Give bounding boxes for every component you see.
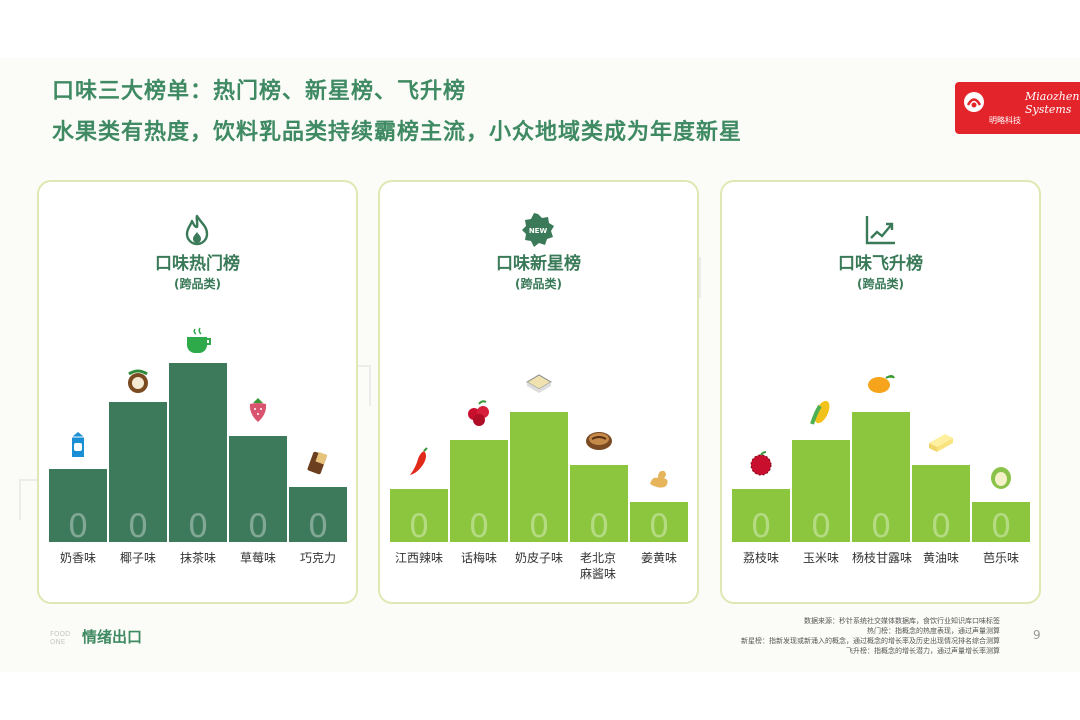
card-subtitle: (跨品类) (857, 277, 904, 291)
hot-ranking-card: 口味热门榜 (跨品类) 0 0 0 0 0 奶香味 椰子味 抹茶味 草莓味 巧克… (37, 180, 358, 604)
flavor-label: 芭乐味 (982, 551, 1019, 565)
flavor-label: 老北京麻酱味 (579, 551, 616, 581)
flavor-label: 奶皮子味 (514, 551, 563, 565)
new-badge-icon: NEW (522, 213, 554, 247)
ranking-bar: 0 (49, 432, 107, 545)
page-title: 口味三大榜单：热门榜、新星榜、飞升榜 (52, 79, 467, 104)
rising-chart-icon (865, 216, 895, 245)
rank-number: 0 (870, 507, 892, 545)
brand-label: 情绪出口 (82, 628, 143, 646)
flavor-label: 荔枝味 (742, 551, 779, 565)
ranking-bar: 0 (450, 400, 508, 545)
card-subtitle: (跨品类) (515, 277, 562, 291)
guava-icon (991, 467, 1011, 489)
source-notes: 数据来源：秒针系统社交媒体数据库，食饮行业知识库口味标签 热门榜：指概念的热度表… (640, 616, 1000, 656)
corn-icon (810, 400, 830, 425)
matcha-cup-icon (187, 327, 211, 353)
rank-number: 0 (307, 507, 329, 545)
flavor-label: 椰子味 (119, 551, 156, 565)
logo-text-en: Miaozhen Systems (1025, 90, 1080, 116)
ranking-bar: 0 (510, 374, 568, 545)
flavor-label: 抹茶味 (179, 551, 216, 565)
rank-number: 0 (247, 507, 269, 545)
card-title: 口味新星榜 (496, 254, 581, 274)
page-number: 9 (1033, 628, 1041, 642)
ranking-bar: 0 (169, 327, 227, 545)
ranking-bar: 0 (109, 369, 167, 545)
chocolate-icon (307, 451, 328, 475)
rank-number: 0 (408, 507, 430, 545)
rank-number: 0 (750, 507, 772, 545)
rank-number: 0 (990, 507, 1012, 545)
rank-number: 0 (810, 507, 832, 545)
source-note: 数据来源：秒针系统社交媒体数据库，食饮行业知识库口味标签 (804, 617, 1000, 625)
milk-skin-icon (526, 374, 552, 393)
brand-prefix: FOOD ONE (50, 629, 71, 646)
ginger-icon (650, 470, 668, 488)
mango-icon (868, 375, 895, 393)
flavor-label: 黄油味 (922, 551, 959, 565)
flavor-label: 江西辣味 (394, 551, 443, 565)
ranking-bar: 0 (570, 432, 628, 545)
flavor-label: 草莓味 (239, 551, 276, 565)
card-subtitle: (跨品类) (174, 277, 221, 291)
plum-icon (468, 400, 489, 426)
logo-text-cn: 明略科技 (989, 116, 1021, 125)
flavor-label: 巧克力 (299, 551, 336, 565)
ranking-bar: 0 (289, 451, 347, 545)
lychee-icon (750, 451, 772, 476)
flavor-label: 话梅味 (460, 551, 497, 565)
rank-number: 0 (648, 507, 670, 545)
ranking-bar: 0 (390, 447, 448, 545)
coconut-icon (128, 369, 148, 393)
rising-ranking-card: 口味飞升榜 (跨品类) 0 0 0 0 0 荔枝味 玉米味 杨枝甘露味 黄油味 … (720, 180, 1041, 604)
ranking-bar: 0 (912, 434, 970, 545)
rank-number: 0 (468, 507, 490, 545)
ranking-bar: 0 (732, 451, 790, 545)
source-note: 新星榜：指新发现或新涌入的概念，通过概念的增长率及历史出现情况排名综合测算 (741, 637, 1000, 645)
rank-number: 0 (528, 507, 550, 545)
flavor-label: 姜黄味 (640, 551, 677, 565)
sesame-paste-icon (586, 432, 612, 450)
section-brand: FOOD ONE 情绪出口 (50, 626, 142, 647)
rank-number: 0 (930, 507, 952, 545)
ranking-bar: 0 (229, 398, 287, 545)
rank-number: 0 (67, 507, 89, 545)
flame-icon (185, 214, 209, 246)
rank-number: 0 (187, 507, 209, 545)
new-star-ranking-card: NEW 口味新星榜 (跨品类) 0 0 0 0 0 江西辣味 话梅味 奶皮子味 … (378, 180, 699, 604)
svg-text:NEW: NEW (529, 227, 548, 235)
ranking-bar: 0 (630, 470, 688, 545)
rank-number: 0 (127, 507, 149, 545)
miaozhen-logo: Miaozhen Systems 明略科技 (955, 82, 1080, 134)
flavor-label: 奶香味 (59, 551, 96, 565)
ranking-bar: 0 (792, 400, 850, 545)
source-note: 飞升榜：指概念的增长潜力，通过声量增长率测算 (846, 647, 1000, 655)
chili-icon (410, 447, 428, 475)
rank-number: 0 (588, 507, 610, 545)
source-note: 热门榜：指概念的热度表现，通过声量测算 (867, 627, 1000, 635)
butter-icon (929, 434, 953, 452)
flavor-label: 杨枝甘露味 (851, 551, 912, 565)
card-title: 口味飞升榜 (838, 254, 923, 274)
ranking-bar: 0 (852, 375, 910, 545)
logo-mark-icon (964, 92, 984, 112)
milk-carton-icon (72, 432, 84, 457)
card-title: 口味热门榜 (155, 254, 240, 274)
ranking-bar: 0 (972, 467, 1030, 545)
flavor-label: 玉米味 (802, 551, 839, 565)
strawberry-icon (249, 398, 267, 422)
page-subtitle: 水果类有热度，饮料乳品类持续霸榜主流，小众地域类成为年度新星 (52, 120, 743, 145)
